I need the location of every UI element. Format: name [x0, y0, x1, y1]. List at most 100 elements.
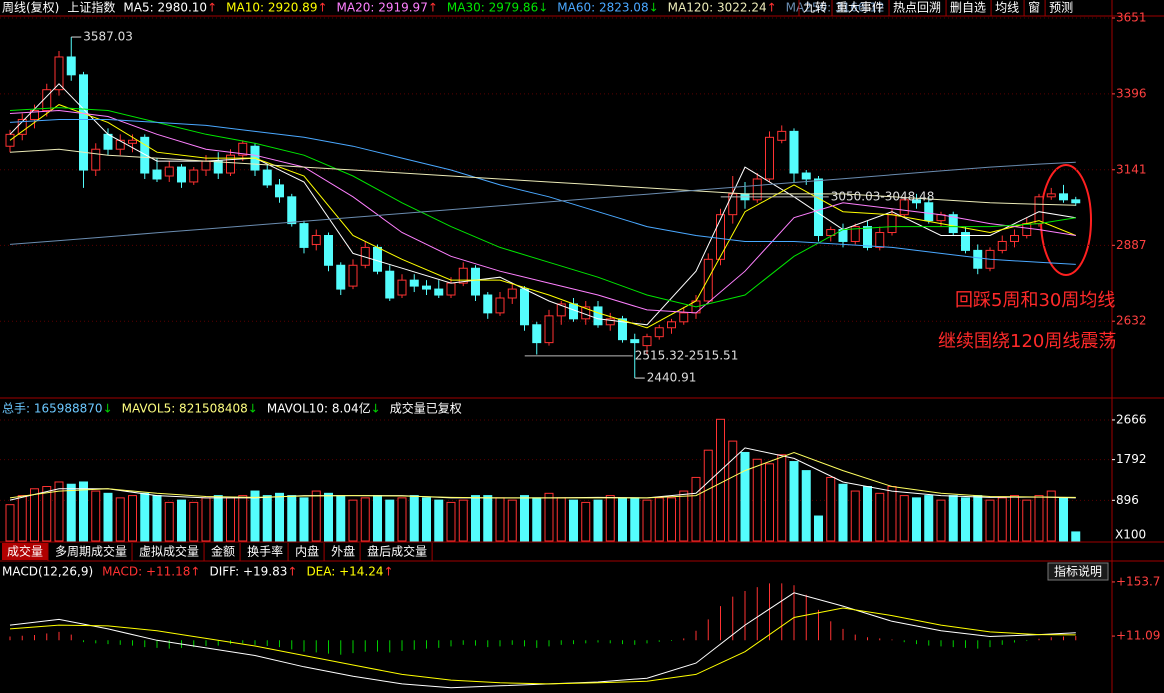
volume-bar [679, 490, 689, 542]
candle-body [532, 324, 542, 344]
legend-label: 总手: 165988870 [2, 402, 103, 416]
indicator-button[interactable]: 指标说明 [1054, 564, 1102, 579]
legend-arrow: ↑ [287, 565, 297, 579]
candle-body [520, 288, 529, 326]
candle-body [814, 178, 823, 237]
candle-body [544, 315, 554, 344]
toolbar-button[interactable]: 窗 [1028, 1, 1040, 15]
volume-bar [409, 495, 419, 542]
tab-active [2, 543, 49, 560]
tab[interactable]: 金额 [211, 544, 235, 559]
candle-body [91, 148, 101, 171]
legend-arrow: ↑ [207, 1, 217, 15]
volume-bar [997, 497, 1007, 542]
volume-bar [544, 492, 554, 542]
candle-body [324, 235, 333, 266]
volume-bar [226, 497, 235, 542]
volume-bar [581, 501, 591, 542]
annotation: 3050.03-3048.48 [831, 189, 935, 203]
candle-body [630, 339, 640, 344]
legend-arrow: ↓ [371, 402, 381, 416]
volume-bar [703, 449, 713, 542]
legend-arrow: ↑ [384, 565, 394, 579]
legend-label: MA10: 2920.89 [226, 1, 317, 15]
volume-bar [667, 497, 676, 542]
candle-body [973, 249, 983, 269]
volume-bar [385, 499, 395, 542]
candle-body [826, 229, 836, 237]
candle-body [765, 136, 774, 180]
candle-body [189, 169, 199, 183]
tab[interactable]: 外盘 [331, 544, 355, 559]
volume-bar [593, 499, 603, 542]
candle-body [446, 282, 456, 296]
tab[interactable]: 多周期成交量 [55, 544, 127, 559]
candle-body [54, 56, 64, 91]
candle-body [912, 199, 921, 204]
legend-label: MA60: 2823.08 [557, 1, 648, 15]
candle-body [17, 118, 27, 135]
volume-bar [887, 486, 897, 542]
note: 继续围绕120周线震荡 [938, 331, 1116, 352]
toolbar-button[interactable]: 删自选 [950, 1, 986, 15]
volume-bar [115, 497, 125, 542]
candle-body [899, 199, 909, 216]
legend-label: MAVOL10: 8.04亿 [267, 401, 371, 416]
volume-bar [863, 486, 872, 542]
volume-bar [250, 490, 260, 542]
annotation: 2515.32-2515.51 [635, 348, 739, 362]
legend-arrow: ↑ [767, 1, 777, 15]
toolbar-button[interactable]: 重大事件 [836, 1, 884, 15]
legend-label: MA5: 2980.10 [123, 1, 207, 15]
volume-bar [630, 497, 640, 542]
candle-body [495, 297, 505, 314]
tab[interactable]: 成交量 [7, 544, 43, 559]
toolbar-button[interactable]: 九转 [803, 0, 827, 15]
volume-bar [1059, 497, 1068, 542]
volume-bar [373, 495, 382, 542]
candle-body [213, 160, 223, 174]
toolbar-button[interactable]: 均线 [995, 1, 1019, 15]
volume-bar [1022, 499, 1032, 542]
volume-bar [507, 499, 517, 542]
volume-bar [348, 499, 358, 542]
candle-body [507, 288, 517, 299]
volume-bar [201, 497, 211, 542]
candle-body [1022, 223, 1032, 237]
tab[interactable]: 虚拟成交量 [139, 544, 199, 559]
volume-bar [422, 497, 431, 542]
volume-bar [912, 497, 921, 542]
candle-body [140, 136, 150, 174]
tab[interactable]: 换手率 [247, 544, 283, 559]
candle-body [458, 267, 468, 284]
toolbar-button[interactable]: 预测 [1049, 1, 1073, 15]
candle-body [115, 139, 125, 150]
volume-bar [569, 499, 578, 542]
volume-bar [1071, 531, 1081, 542]
volume-bar [716, 418, 725, 542]
candle-body [801, 172, 811, 180]
line-series [9, 104, 1076, 329]
volume-bar [189, 501, 199, 542]
volume-bar [262, 495, 272, 542]
legend-label: MA20: 2919.97 [337, 1, 428, 15]
candle-body [642, 336, 652, 347]
y-tick-label: 3396 [1116, 86, 1147, 100]
volume-bar [66, 483, 76, 542]
legend-arrow: ↓ [649, 1, 659, 15]
tab[interactable]: 盘后成交量 [367, 544, 427, 559]
volume-bar [826, 476, 836, 542]
volume-bar [483, 495, 493, 542]
toolbar-button[interactable]: 热点回溯 [893, 0, 941, 15]
volume-bar [458, 499, 468, 542]
candle-body [679, 312, 689, 323]
tab[interactable]: 内盘 [295, 544, 319, 559]
candle-body [1046, 193, 1056, 198]
volume-bar [924, 495, 934, 542]
volume-bar [838, 483, 848, 542]
volume-bar [336, 495, 346, 542]
volume-bar [973, 495, 983, 542]
volume-bar [79, 481, 88, 542]
volume-bar [213, 495, 223, 542]
y-tick-label: +153.7 [1116, 574, 1160, 588]
